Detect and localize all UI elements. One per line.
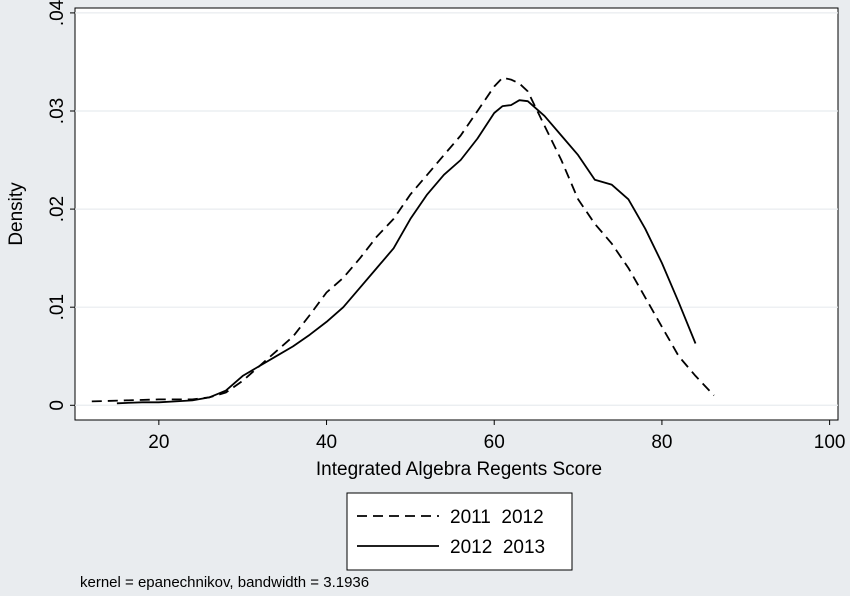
- series-lines: [91, 76, 715, 405]
- x-tick-label: 60: [484, 432, 505, 453]
- y-tick-label: .04: [47, 0, 68, 26]
- y-axis: 0 .01 .02 .03 .04: [47, 0, 75, 411]
- x-axis: 20 40 60 80 100: [148, 420, 845, 453]
- y-tick-label: .03: [47, 98, 68, 124]
- y-tick-label: .01: [47, 294, 68, 320]
- x-tick-label: 80: [651, 432, 672, 453]
- x-tick-label: 100: [814, 432, 846, 453]
- x-tick-label: 40: [316, 432, 337, 453]
- legend-box: [346, 492, 573, 571]
- legend-label-2012-2013: 2012 2013: [450, 537, 545, 558]
- plot-area: [74, 7, 839, 421]
- x-tick-label: 20: [148, 432, 169, 453]
- legend: 2011 2012 2012 2013: [346, 492, 573, 571]
- series-line-2011-2012: [91, 76, 715, 403]
- gridlines: [75, 12, 838, 406]
- legend-label-2011-2012: 2011 2012: [450, 507, 544, 528]
- y-tick-label: .02: [47, 196, 68, 222]
- x-axis-label: Integrated Algebra Regents Score: [316, 459, 602, 480]
- y-axis-label: Density: [6, 182, 27, 246]
- y-tick-label: 0: [47, 400, 68, 411]
- series-line-2012-2013: [116, 99, 697, 405]
- kernel-note: kernel = epanechnikov, bandwidth = 3.193…: [80, 574, 369, 591]
